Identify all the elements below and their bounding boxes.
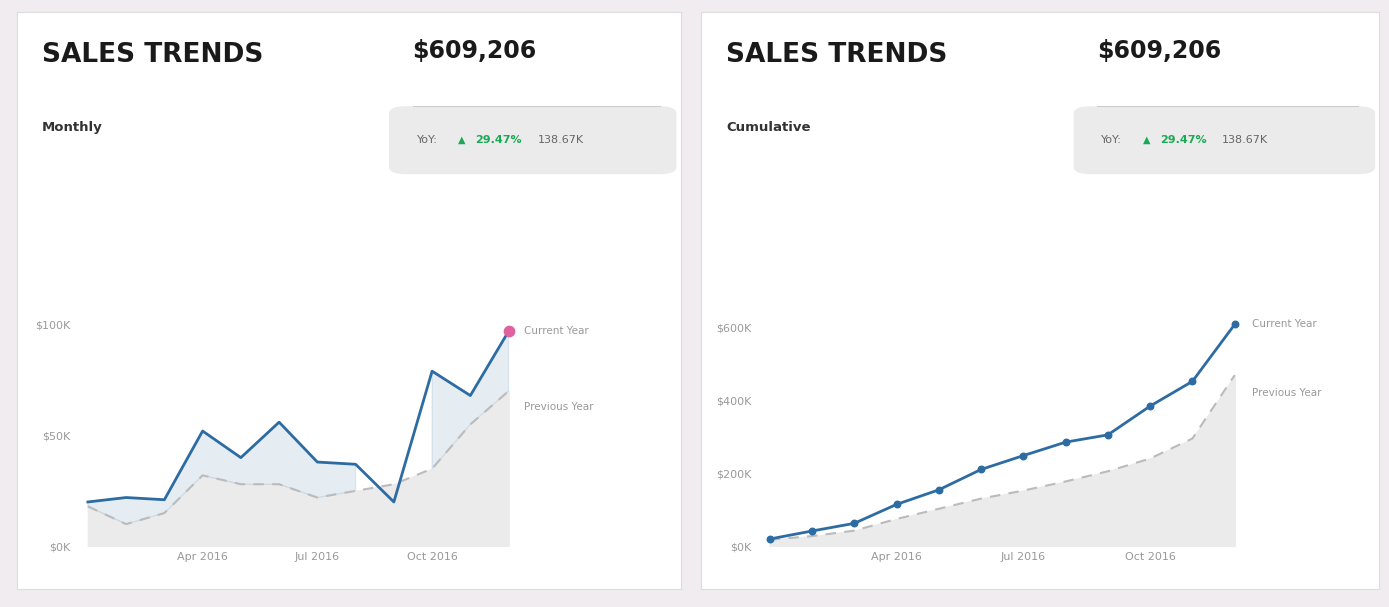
Text: Current Year: Current Year bbox=[1251, 319, 1317, 330]
Text: SALES TRENDS: SALES TRENDS bbox=[726, 42, 947, 69]
Text: $609,206: $609,206 bbox=[1097, 39, 1221, 64]
Text: ▲: ▲ bbox=[1143, 135, 1150, 145]
Text: Monthly: Monthly bbox=[42, 121, 103, 134]
Text: 29.47%: 29.47% bbox=[1160, 135, 1207, 145]
Point bbox=[885, 500, 907, 509]
Text: SALES TRENDS: SALES TRENDS bbox=[42, 42, 263, 69]
Text: Cumulative: Cumulative bbox=[726, 121, 811, 134]
Point bbox=[758, 534, 781, 544]
Text: $609,206: $609,206 bbox=[413, 39, 536, 64]
Point bbox=[1097, 430, 1120, 439]
Point bbox=[497, 327, 519, 336]
Point bbox=[1139, 401, 1161, 411]
Text: YoY:: YoY: bbox=[417, 135, 438, 145]
Point bbox=[1181, 376, 1203, 386]
Text: Previous Year: Previous Year bbox=[524, 402, 593, 412]
Point bbox=[928, 485, 950, 495]
Point bbox=[970, 464, 992, 474]
Text: 138.67K: 138.67K bbox=[538, 135, 583, 145]
Text: ▲: ▲ bbox=[458, 135, 465, 145]
Text: 29.47%: 29.47% bbox=[475, 135, 522, 145]
Point bbox=[1224, 319, 1246, 329]
Point bbox=[1054, 437, 1076, 447]
Point bbox=[801, 526, 824, 536]
Point bbox=[1013, 451, 1035, 461]
Text: 138.67K: 138.67K bbox=[1222, 135, 1268, 145]
Text: Previous Year: Previous Year bbox=[1251, 388, 1321, 398]
Point bbox=[843, 518, 865, 528]
Text: YoY:: YoY: bbox=[1101, 135, 1122, 145]
Text: Current Year: Current Year bbox=[524, 327, 589, 336]
